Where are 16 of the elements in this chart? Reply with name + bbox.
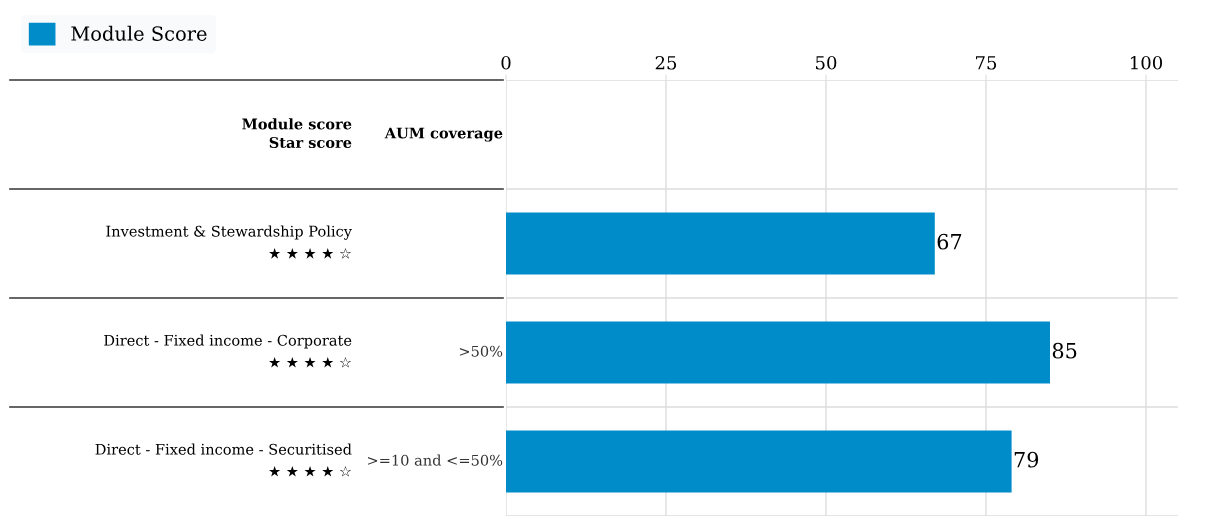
data-label: 85	[1052, 342, 1077, 359]
x2-tick-label: 100	[1130, 55, 1163, 70]
y-tick-label: Investment & Stewardship Policy ★ ★ ★ ★ ☆	[106, 225, 352, 259]
y-tick-label: Direct - Fixed income - Securitised ★ ★ ★ ★ ☆	[95, 443, 352, 477]
data-label: 79	[1014, 451, 1039, 468]
text: >=10 and <=50%	[368, 454, 503, 466]
x2-tick-label: 50	[816, 55, 837, 70]
text: >50%	[459, 345, 503, 357]
x2-tick-label: 25	[655, 55, 677, 70]
text: Module score Star score	[242, 118, 352, 148]
x2-tick-label: 0	[501, 55, 511, 70]
legend-label: Module Score	[71, 25, 207, 41]
data-label: 67	[937, 233, 962, 250]
x2-tick-label: 75	[976, 56, 997, 70]
y-tick-label: Direct - Fixed income - Corporate ★ ★ ★ ★ ☆	[104, 334, 352, 368]
text: AUM coverage	[384, 127, 503, 142]
